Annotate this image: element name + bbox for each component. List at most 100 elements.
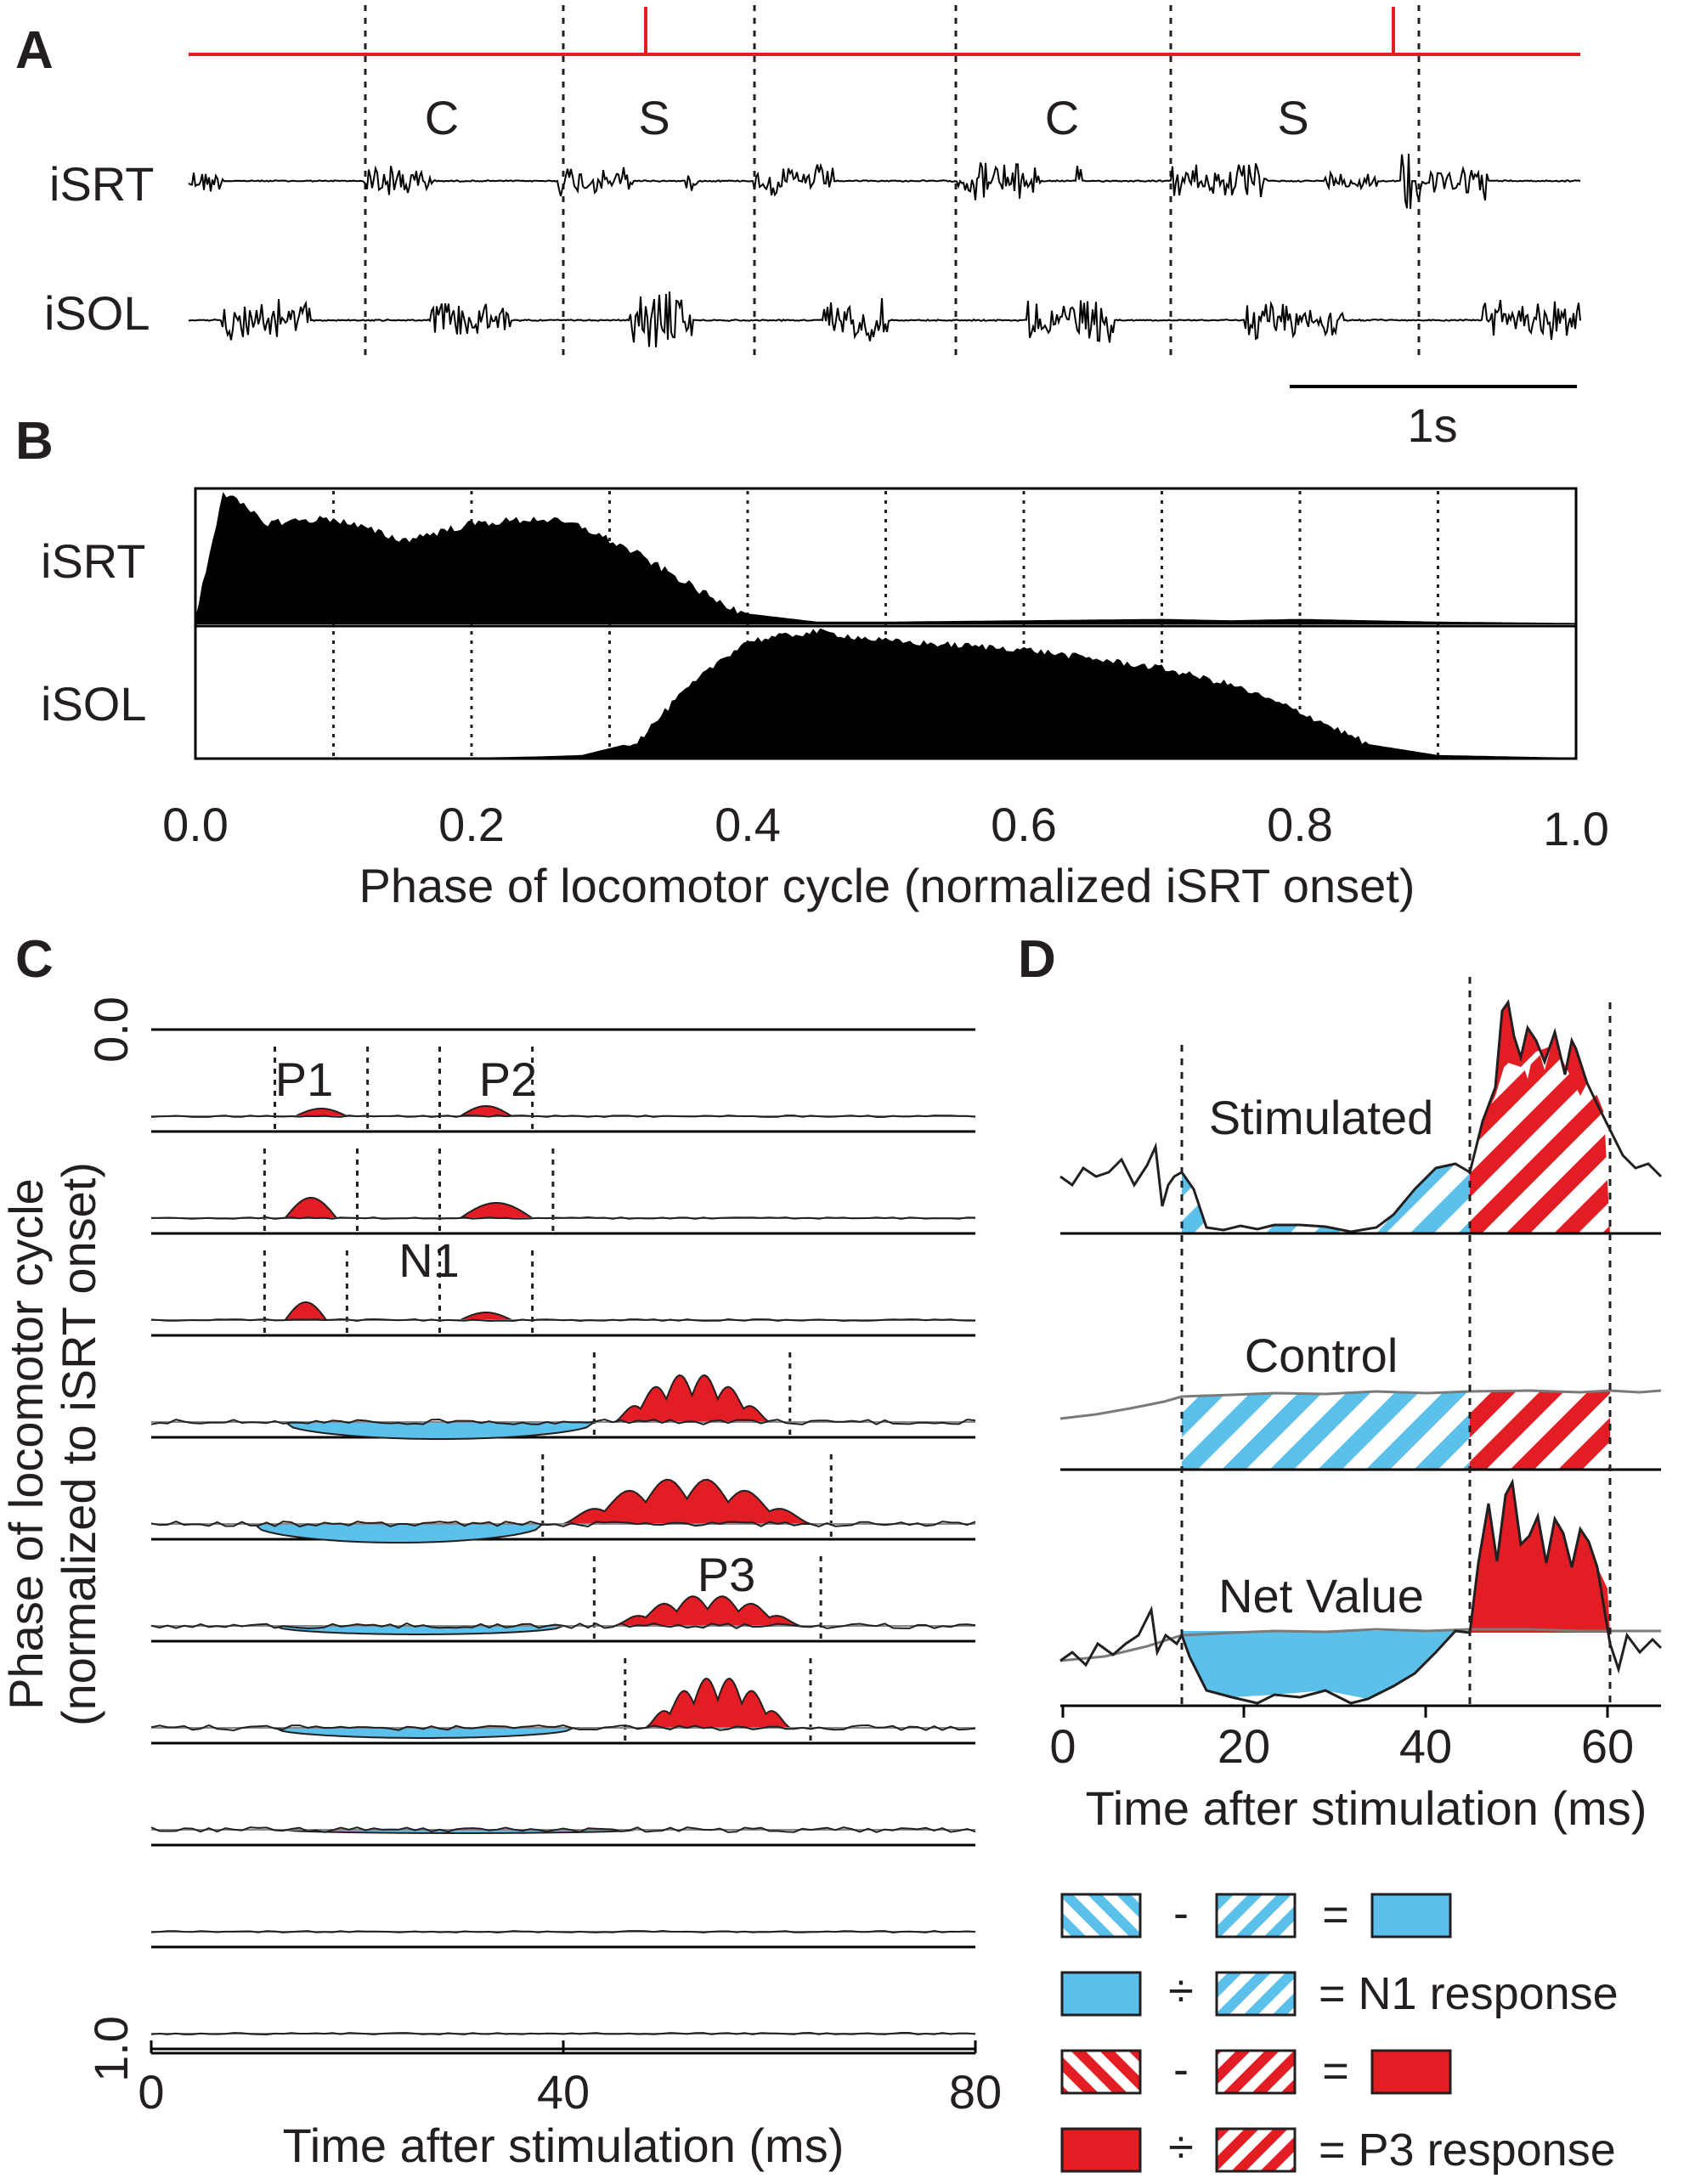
legend-swatch-red-ctrl xyxy=(1215,2127,1297,2173)
c-peak xyxy=(612,1374,772,1423)
c-peak xyxy=(643,1677,793,1729)
c-xtick: 40 xyxy=(537,2065,590,2119)
b-xlabel: Phase of locomotor cycle (normalized iSR… xyxy=(359,859,1415,912)
a-trace-label-isrt: iSRT xyxy=(49,157,154,211)
c-n1-trough xyxy=(282,1421,597,1440)
d-net-p3 xyxy=(1470,1482,1610,1633)
a-isol-trace xyxy=(188,291,1581,347)
d-row-label-control: Control xyxy=(1245,1329,1398,1382)
panel-b: B iSRT iSOL 0.0 0.2 0.4 0.6 0.8 1.0 Phas… xyxy=(15,412,1609,912)
b-xtick: 0.4 xyxy=(715,798,781,851)
legend-divide: ÷ xyxy=(1168,2122,1194,2173)
legend-swatch-blue-solid xyxy=(1060,1971,1142,2017)
c-response-trace xyxy=(150,1318,976,1323)
b-xtick: 0.2 xyxy=(438,798,505,851)
c-peak xyxy=(295,1108,347,1117)
c-n1-trough xyxy=(274,1625,564,1635)
c-ytick-bottom: 1.0 xyxy=(84,2016,138,2082)
c-peak xyxy=(283,1197,339,1219)
legend: - = ÷ = N1 response - = ÷ = P3 response xyxy=(1060,1888,1619,2176)
legend-p3-text: = P3 response xyxy=(1319,2125,1616,2176)
c-response-trace xyxy=(150,1114,976,1119)
c-peak xyxy=(614,1595,801,1627)
c-xtick: 0 xyxy=(138,2065,164,2119)
c-response-trace xyxy=(150,1521,976,1528)
legend-swatch-red-solid xyxy=(1370,2049,1452,2095)
a-trace-label-isol: iSOL xyxy=(44,286,150,340)
c-n1-trough xyxy=(274,1727,574,1739)
b-xtick: 1.0 xyxy=(1543,802,1609,855)
b-isrt-area xyxy=(195,492,1576,624)
legend-swatch-blue-solid xyxy=(1370,1893,1452,1939)
d-stim-trace xyxy=(1059,999,1663,1233)
b-isol-area xyxy=(195,628,1576,758)
b-xtick: 0.8 xyxy=(1267,798,1333,851)
a-isol-emg xyxy=(188,291,1581,347)
a-phase-label-c1: C xyxy=(425,91,459,144)
d-xtick: 20 xyxy=(1218,1719,1270,1773)
a-isrt-emg xyxy=(188,153,1581,209)
a-scalebar-label: 1s xyxy=(1407,398,1457,452)
d-dashed-lines xyxy=(1180,977,1612,1706)
d-stim-p3-hatched xyxy=(1470,1032,1610,1233)
c-peak xyxy=(460,1312,512,1321)
panel-d-label: D xyxy=(1018,930,1056,989)
c-ytick-top: 0.0 xyxy=(84,996,138,1063)
a-phase-label-c2: C xyxy=(1045,91,1079,144)
b-trace-label-isol: iSOL xyxy=(41,677,147,731)
c-traces xyxy=(150,1028,976,2051)
legend-swatch-blue-ctrl xyxy=(1215,1893,1297,1939)
legend-equals: = xyxy=(1322,2046,1349,2097)
panel-b-label: B xyxy=(15,412,54,471)
c-ylabel-line2: (normalized to iSRT onset) xyxy=(52,1162,105,1726)
panel-c: C P1 P2 N1 P3 0.0 1.0 Phase of locomotor… xyxy=(0,930,1002,2172)
c-xlabel: Time after stimulation (ms) xyxy=(283,2119,845,2172)
c-peak xyxy=(283,1301,329,1321)
c-response-trace xyxy=(150,1826,976,1833)
c-ylabel-line1: Phase of locomotor cycle xyxy=(0,1178,53,1710)
c-response-trace xyxy=(150,1929,976,1934)
legend-swatch-red-ctrl xyxy=(1215,2049,1297,2095)
d-ctrl-p3-hatched xyxy=(1470,1391,1610,1470)
legend-minus: - xyxy=(1173,2044,1189,2095)
a-isrt-trace xyxy=(188,153,1581,209)
d-xlabel: Time after stimulation (ms) xyxy=(1086,1781,1647,1835)
legend-swatch-blue-ctrl xyxy=(1215,1971,1297,2017)
panel-a-label: A xyxy=(15,21,54,80)
c-peak-label-p3: P3 xyxy=(698,1548,756,1601)
d-net-n1 xyxy=(1182,1631,1470,1699)
d-stim-p3-solid xyxy=(1483,1002,1587,1121)
c-peak xyxy=(457,1105,516,1117)
a-phase-label-s2: S xyxy=(1277,91,1308,144)
panel-a: A iSRT iSOL C S C S 1s xyxy=(15,5,1581,452)
a-dashed-lines xyxy=(364,5,1421,357)
legend-swatch-red-solid xyxy=(1060,2127,1142,2173)
a-phase-label-s1: S xyxy=(638,91,670,144)
d-ctrl-trace xyxy=(1059,1389,1662,1420)
d-stim-n1-late xyxy=(1376,1164,1470,1233)
c-response-trace xyxy=(150,2031,976,2036)
c-xtick: 80 xyxy=(949,2065,1002,2119)
c-peak-label-n1: N1 xyxy=(398,1233,460,1287)
legend-equals: = xyxy=(1322,1889,1349,1940)
legend-divide: ÷ xyxy=(1168,1966,1194,2017)
b-xtick: 0.6 xyxy=(991,798,1057,851)
panel-d: D Stimulated Control Net Value 0 2 xyxy=(1018,930,1663,1835)
d-net-control-trace xyxy=(1059,1628,1661,1662)
d-xtick: 0 xyxy=(1049,1719,1076,1773)
c-response-trace xyxy=(150,1418,976,1425)
d-row-label-stimulated: Stimulated xyxy=(1209,1091,1434,1144)
c-peak xyxy=(457,1202,536,1219)
legend-swatch-blue-stim xyxy=(1060,1893,1142,1939)
c-peak xyxy=(562,1478,811,1525)
d-xtick: 40 xyxy=(1399,1719,1452,1773)
d-xtick: 60 xyxy=(1581,1719,1634,1773)
c-response-trace xyxy=(150,1622,976,1630)
c-n1-trough xyxy=(251,1523,545,1543)
legend-minus: - xyxy=(1173,1888,1189,1939)
c-peak-label-p2: P2 xyxy=(479,1052,538,1106)
panel-c-label: C xyxy=(15,930,54,989)
d-stim-n1-mid xyxy=(1257,1225,1351,1233)
b-xtick: 0.0 xyxy=(162,798,229,851)
legend-n1-text: = N1 response xyxy=(1319,1968,1619,2019)
